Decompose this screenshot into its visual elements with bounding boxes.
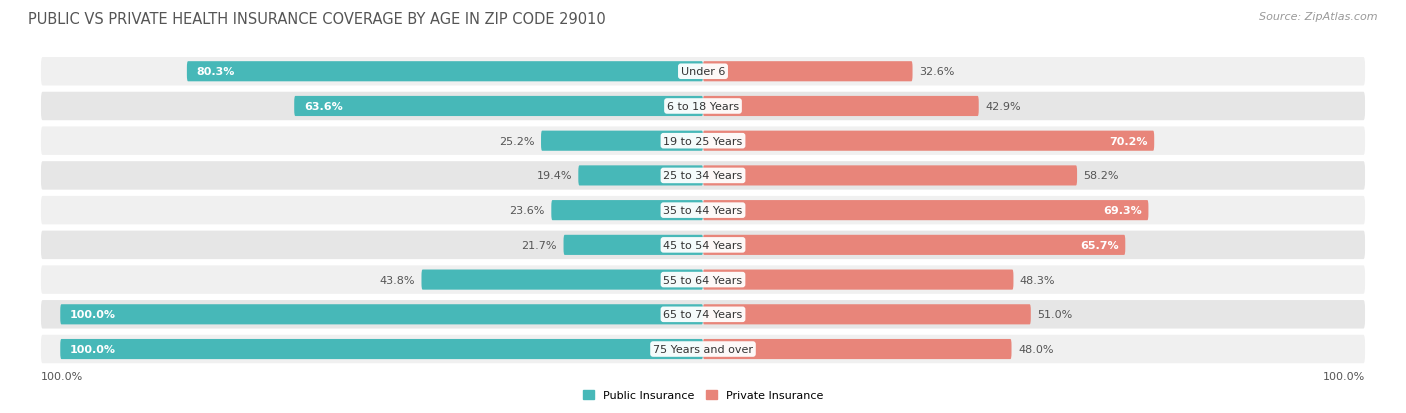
- Text: 63.6%: 63.6%: [304, 102, 343, 112]
- Text: 48.0%: 48.0%: [1018, 344, 1053, 354]
- Text: 100.0%: 100.0%: [70, 310, 115, 320]
- FancyBboxPatch shape: [187, 62, 703, 82]
- FancyBboxPatch shape: [703, 235, 1125, 255]
- Text: 23.6%: 23.6%: [509, 206, 546, 216]
- Text: 19.4%: 19.4%: [536, 171, 572, 181]
- FancyBboxPatch shape: [41, 300, 1365, 329]
- Text: 35 to 44 Years: 35 to 44 Years: [664, 206, 742, 216]
- FancyBboxPatch shape: [60, 339, 703, 359]
- FancyBboxPatch shape: [41, 93, 1365, 121]
- Text: 19 to 25 Years: 19 to 25 Years: [664, 136, 742, 146]
- Text: 25.2%: 25.2%: [499, 136, 534, 146]
- Text: 65 to 74 Years: 65 to 74 Years: [664, 310, 742, 320]
- Text: 51.0%: 51.0%: [1038, 310, 1073, 320]
- FancyBboxPatch shape: [703, 339, 1011, 359]
- FancyBboxPatch shape: [60, 304, 703, 325]
- FancyBboxPatch shape: [703, 97, 979, 117]
- FancyBboxPatch shape: [703, 166, 1077, 186]
- FancyBboxPatch shape: [551, 201, 703, 221]
- FancyBboxPatch shape: [703, 270, 1014, 290]
- FancyBboxPatch shape: [41, 197, 1365, 225]
- FancyBboxPatch shape: [564, 235, 703, 255]
- Text: 32.6%: 32.6%: [920, 67, 955, 77]
- Text: 65.7%: 65.7%: [1080, 240, 1119, 250]
- FancyBboxPatch shape: [703, 131, 1154, 152]
- FancyBboxPatch shape: [41, 231, 1365, 259]
- Text: 43.8%: 43.8%: [380, 275, 415, 285]
- FancyBboxPatch shape: [41, 266, 1365, 294]
- Text: 42.9%: 42.9%: [986, 102, 1021, 112]
- FancyBboxPatch shape: [578, 166, 703, 186]
- Text: 69.3%: 69.3%: [1104, 206, 1142, 216]
- FancyBboxPatch shape: [41, 58, 1365, 86]
- Text: Source: ZipAtlas.com: Source: ZipAtlas.com: [1260, 12, 1378, 22]
- Text: 45 to 54 Years: 45 to 54 Years: [664, 240, 742, 250]
- Text: 25 to 34 Years: 25 to 34 Years: [664, 171, 742, 181]
- Text: 21.7%: 21.7%: [522, 240, 557, 250]
- Text: 100.0%: 100.0%: [1323, 370, 1365, 381]
- Text: 6 to 18 Years: 6 to 18 Years: [666, 102, 740, 112]
- Text: 75 Years and over: 75 Years and over: [652, 344, 754, 354]
- Text: Under 6: Under 6: [681, 67, 725, 77]
- Text: 70.2%: 70.2%: [1109, 136, 1147, 146]
- Text: PUBLIC VS PRIVATE HEALTH INSURANCE COVERAGE BY AGE IN ZIP CODE 29010: PUBLIC VS PRIVATE HEALTH INSURANCE COVER…: [28, 12, 606, 27]
- FancyBboxPatch shape: [541, 131, 703, 152]
- FancyBboxPatch shape: [41, 162, 1365, 190]
- FancyBboxPatch shape: [703, 62, 912, 82]
- Text: 100.0%: 100.0%: [70, 344, 115, 354]
- FancyBboxPatch shape: [422, 270, 703, 290]
- FancyBboxPatch shape: [41, 335, 1365, 363]
- Text: 55 to 64 Years: 55 to 64 Years: [664, 275, 742, 285]
- Text: 80.3%: 80.3%: [197, 67, 235, 77]
- FancyBboxPatch shape: [703, 304, 1031, 325]
- Text: 100.0%: 100.0%: [41, 370, 83, 381]
- FancyBboxPatch shape: [41, 127, 1365, 156]
- Text: 58.2%: 58.2%: [1084, 171, 1119, 181]
- Legend: Public Insurance, Private Insurance: Public Insurance, Private Insurance: [579, 385, 827, 405]
- FancyBboxPatch shape: [703, 201, 1149, 221]
- Text: 48.3%: 48.3%: [1019, 275, 1056, 285]
- FancyBboxPatch shape: [294, 97, 703, 117]
